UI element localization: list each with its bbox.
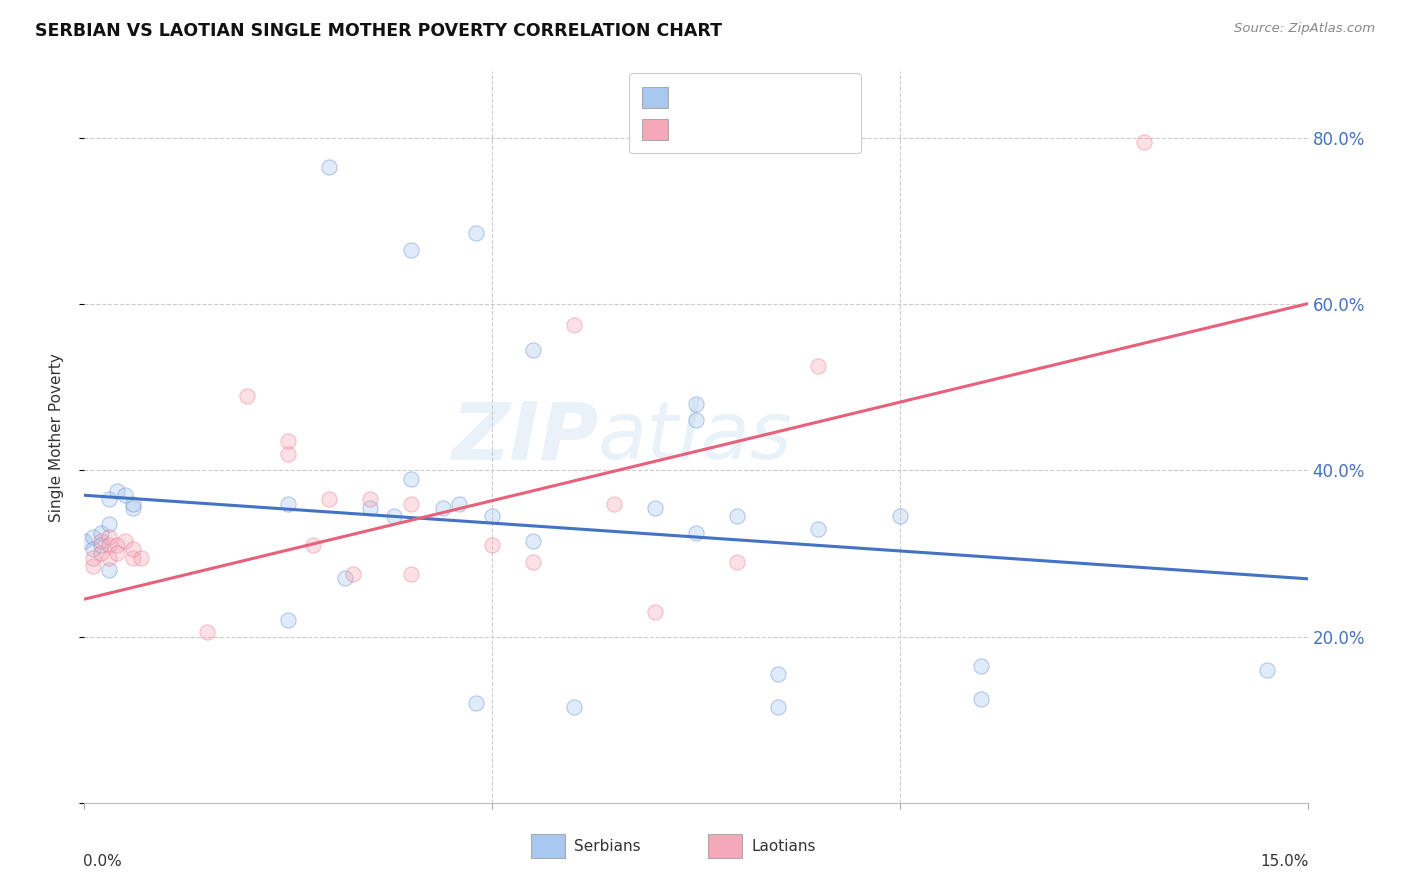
- Point: [807, 521, 830, 535]
- Point: [318, 160, 340, 174]
- Text: Laotians: Laotians: [751, 839, 815, 855]
- Point: [122, 500, 145, 515]
- Point: [522, 343, 544, 357]
- Point: [277, 434, 299, 449]
- Point: [766, 667, 789, 681]
- Point: [342, 567, 364, 582]
- Point: [970, 658, 993, 673]
- Point: [562, 318, 585, 332]
- Point: [766, 700, 789, 714]
- Point: [114, 533, 136, 548]
- Point: [277, 613, 299, 627]
- Point: [82, 542, 104, 557]
- FancyBboxPatch shape: [709, 834, 742, 858]
- Point: [359, 500, 381, 515]
- Point: [725, 509, 748, 524]
- Point: [318, 492, 340, 507]
- Point: [685, 397, 707, 411]
- Point: [105, 538, 128, 552]
- Point: [889, 509, 911, 524]
- Point: [122, 550, 145, 565]
- Point: [97, 550, 120, 565]
- Point: [970, 692, 993, 706]
- Point: [685, 525, 707, 540]
- Point: [522, 555, 544, 569]
- Point: [90, 533, 112, 548]
- Text: 15.0%: 15.0%: [1260, 854, 1309, 869]
- Point: [562, 700, 585, 714]
- Text: atlas: atlas: [598, 398, 793, 476]
- Point: [277, 497, 299, 511]
- Point: [97, 492, 120, 507]
- Point: [236, 388, 259, 402]
- Point: [432, 500, 454, 515]
- Point: [449, 497, 471, 511]
- Point: [105, 546, 128, 560]
- Point: [399, 243, 422, 257]
- Point: [97, 538, 120, 552]
- Point: [399, 497, 422, 511]
- Point: [90, 538, 112, 552]
- Point: [481, 538, 503, 552]
- Point: [464, 696, 486, 710]
- Point: [399, 567, 422, 582]
- Point: [82, 558, 104, 573]
- Point: [399, 472, 422, 486]
- Point: [807, 359, 830, 374]
- Text: R = -0.123: R = -0.123: [693, 87, 794, 105]
- Text: SERBIAN VS LAOTIAN SINGLE MOTHER POVERTY CORRELATION CHART: SERBIAN VS LAOTIAN SINGLE MOTHER POVERTY…: [35, 22, 723, 40]
- Point: [73, 533, 96, 548]
- Point: [725, 555, 748, 569]
- Point: [481, 509, 503, 524]
- Point: [644, 500, 666, 515]
- Point: [522, 533, 544, 548]
- Text: Serbians: Serbians: [574, 839, 640, 855]
- Point: [382, 509, 405, 524]
- Legend:                             ,                             : ,: [628, 73, 860, 153]
- Point: [1256, 663, 1278, 677]
- Point: [97, 517, 120, 532]
- Point: [90, 525, 112, 540]
- Point: [685, 413, 707, 427]
- Point: [464, 227, 486, 241]
- Text: N = 31: N = 31: [786, 126, 858, 145]
- Point: [90, 546, 112, 560]
- Point: [359, 492, 381, 507]
- Point: [97, 563, 120, 577]
- Point: [335, 571, 357, 585]
- Text: 0.0%: 0.0%: [83, 854, 122, 869]
- Point: [82, 550, 104, 565]
- Point: [105, 484, 128, 499]
- Point: [1133, 135, 1156, 149]
- FancyBboxPatch shape: [531, 834, 565, 858]
- Point: [131, 550, 153, 565]
- Point: [301, 538, 323, 552]
- Point: [277, 447, 299, 461]
- Text: Source: ZipAtlas.com: Source: ZipAtlas.com: [1234, 22, 1375, 36]
- Point: [97, 530, 120, 544]
- Point: [603, 497, 626, 511]
- Y-axis label: Single Mother Poverty: Single Mother Poverty: [49, 352, 63, 522]
- Text: R =  0.427: R = 0.427: [693, 126, 793, 145]
- Point: [644, 605, 666, 619]
- Point: [122, 497, 145, 511]
- Point: [195, 625, 218, 640]
- Text: N = 30: N = 30: [786, 87, 858, 105]
- Point: [82, 530, 104, 544]
- Point: [114, 488, 136, 502]
- Text: ZIP: ZIP: [451, 398, 598, 476]
- Point: [122, 542, 145, 557]
